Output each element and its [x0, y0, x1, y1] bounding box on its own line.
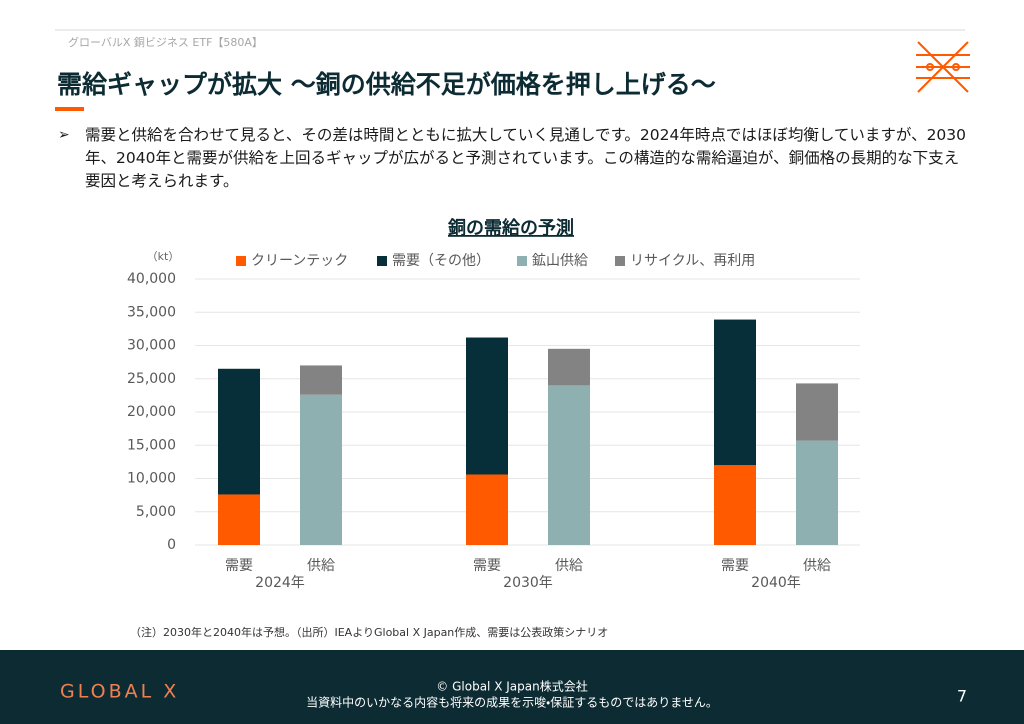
- bar-segment: [714, 319, 756, 466]
- legend-swatch: [517, 256, 527, 266]
- title-accent: [55, 107, 84, 111]
- y-tick-label: 0: [167, 537, 176, 553]
- group-label: 2040年: [751, 575, 801, 591]
- bullet-text: 需要と供給を合わせて見ると、その差は時間とともに拡大していく見通しです。2024…: [85, 126, 967, 190]
- bar-segment: [466, 474, 508, 545]
- bar-segment: [300, 394, 342, 545]
- copyright: © Global X Japan株式会社: [436, 679, 587, 694]
- x-tick-label: 供給: [307, 558, 335, 574]
- x-tick-label: 供給: [555, 558, 583, 574]
- bar-segment: [300, 365, 342, 395]
- slide-title: 需給ギャップが拡大 ～銅の供給不足が価格を押し上げる～: [57, 70, 716, 99]
- disclaimer: 当資料中のいかなる内容も将来の成果を示唆・保証するものではありません。: [306, 695, 718, 710]
- group-label: 2024年: [255, 575, 305, 591]
- bullet-marker: ➢: [58, 127, 70, 143]
- y-tick-label: 30,000: [127, 338, 176, 354]
- legend-label: リサイクル、再利用: [630, 253, 755, 269]
- legend-label: 鉱山供給: [532, 253, 588, 269]
- chart-title: 銅の需給の予測: [447, 217, 574, 239]
- bar-segment: [548, 348, 590, 386]
- x-tick-label: 需要: [473, 558, 501, 574]
- y-tick-label: 40,000: [127, 271, 176, 287]
- group-label: 2030年: [503, 575, 553, 591]
- y-tick-label: 20,000: [127, 404, 176, 420]
- bar-segment: [218, 368, 260, 495]
- x-tick-label: 需要: [225, 558, 253, 574]
- bar-segment: [218, 494, 260, 545]
- footer-logo: GLOBAL X: [60, 681, 179, 703]
- legend-swatch: [377, 256, 387, 266]
- bar-segment: [796, 440, 838, 545]
- legend-swatch: [615, 256, 625, 266]
- legend-swatch: [236, 256, 246, 266]
- bar-segment: [714, 465, 756, 545]
- unit-label: （kt）: [147, 250, 180, 263]
- footnote: （注）2030年と2040年は予想。（出所）IEAよりGlobal X Japa…: [130, 625, 608, 639]
- bar-segment: [796, 383, 838, 441]
- bar-segment: [466, 337, 508, 475]
- y-tick-label: 15,000: [127, 437, 176, 453]
- legend-label: クリーンテック: [251, 253, 348, 269]
- breadcrumb: グローバルX 銅ビジネス ETF【580A】: [68, 35, 263, 49]
- footer-band: [0, 650, 1024, 724]
- x-tick-label: 需要: [721, 558, 749, 574]
- bar-segment: [548, 385, 590, 545]
- y-tick-label: 5,000: [136, 504, 176, 520]
- brand-icon: [916, 41, 970, 93]
- y-tick-label: 10,000: [127, 471, 176, 487]
- legend-label: 需要（その他）: [392, 253, 490, 269]
- y-tick-label: 35,000: [127, 304, 176, 320]
- x-tick-label: 供給: [803, 558, 831, 574]
- y-tick-label: 25,000: [127, 371, 176, 387]
- page-number: 7: [957, 687, 967, 706]
